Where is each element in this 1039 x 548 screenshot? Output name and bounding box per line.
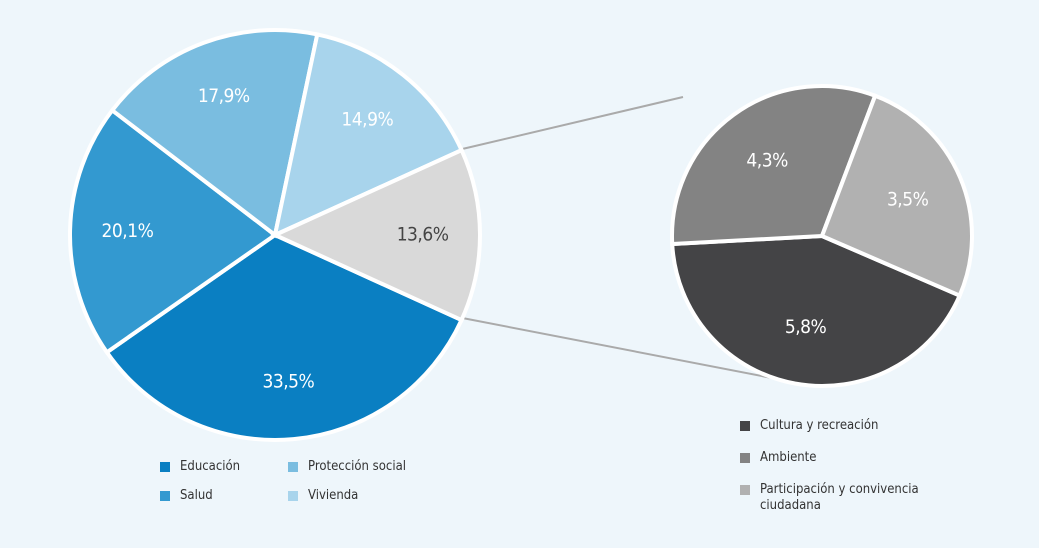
legend-item: Ambiente xyxy=(740,450,950,466)
legend-item: Cultura y recreación xyxy=(740,418,950,434)
legend-item: Participación y convivencia ciudadana xyxy=(740,482,950,514)
legend-swatch xyxy=(288,491,298,501)
legend-label: Protección social xyxy=(308,459,407,474)
legend-item: Educación xyxy=(160,459,280,475)
pie-slice xyxy=(670,84,878,247)
legend-label: Salud xyxy=(180,488,213,503)
slice-label: 14,9% xyxy=(341,108,393,130)
slice-label: 17,9% xyxy=(198,85,250,107)
legend-item: Salud xyxy=(160,488,280,504)
legend-swatch xyxy=(160,462,170,472)
legend-swatch xyxy=(740,421,750,431)
legend-swatch xyxy=(288,462,298,472)
slice-label: 33,5% xyxy=(262,370,314,392)
slice-label: 20,1% xyxy=(102,220,154,242)
legend-item: Protección social xyxy=(288,459,408,475)
slice-label: 4,3% xyxy=(746,149,788,171)
legend-swatch xyxy=(740,485,750,495)
slice-label: 5,8% xyxy=(785,316,827,338)
legend-swatch xyxy=(160,491,170,501)
pie-slice xyxy=(68,107,279,356)
legend-item: Vivienda xyxy=(288,488,408,504)
slice-label: 13,6% xyxy=(397,224,449,246)
connector xyxy=(457,96,684,151)
pie-slice xyxy=(109,28,320,239)
pie-slice xyxy=(270,147,482,323)
pie-slice xyxy=(670,233,963,388)
legend-label: Vivienda xyxy=(308,488,359,503)
pie-slice xyxy=(272,32,465,239)
pie-slice xyxy=(104,232,465,442)
legend-swatch xyxy=(740,453,750,463)
legend-label: Educación xyxy=(180,459,241,474)
legend-label: Cultura y recreación xyxy=(760,418,879,433)
connector xyxy=(451,315,773,379)
legend-label: Participación y convivencia ciudadana xyxy=(760,482,919,513)
legend-label: Ambiente xyxy=(760,450,817,465)
slice-label: 3,5% xyxy=(887,188,929,210)
pie-slice xyxy=(819,93,974,299)
